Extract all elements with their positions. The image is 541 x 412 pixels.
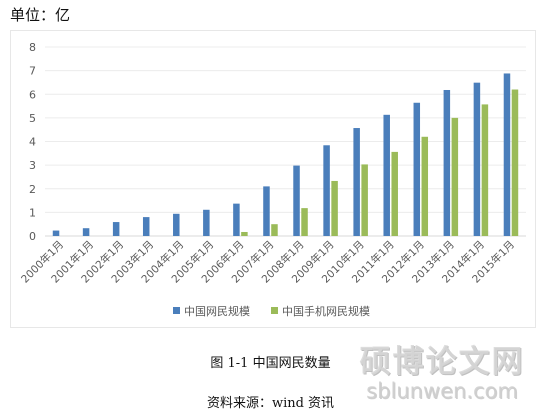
- bar-mobile-netizens-10: [361, 164, 368, 236]
- bars: [52, 73, 519, 237]
- bar-mobile-netizens-15: [511, 89, 519, 237]
- y-tick-label: 3: [29, 159, 36, 172]
- y-tick-label: 0: [29, 230, 36, 243]
- bar-netizens-8: [293, 165, 300, 236]
- bar-netizens-5: [203, 209, 210, 236]
- bar-mobile-netizens-13: [451, 117, 459, 236]
- y-tick-label: 8: [29, 41, 36, 54]
- legend-label: 中国手机网民规模: [282, 304, 370, 318]
- unit-label: 单位：亿: [10, 6, 71, 24]
- bar-netizens-10: [353, 128, 360, 236]
- y-tick-label: 2: [29, 183, 36, 196]
- bar-netizens-11: [383, 114, 390, 236]
- bar-netizens-14: [473, 82, 481, 236]
- bar-mobile-netizens-12: [421, 136, 429, 236]
- bar-netizens-7: [263, 186, 270, 236]
- bar-netizens-6: [233, 203, 240, 236]
- y-tick-label: 4: [29, 136, 36, 149]
- bar-netizens-12: [413, 102, 421, 236]
- y-axis-ticks: 0 1 2 3 4 5 6 7 8: [29, 41, 36, 243]
- legend: 中国网民规模 中国手机网民规模: [173, 304, 370, 318]
- bar-mobile-netizens-7: [271, 224, 278, 236]
- bar-mobile-netizens-6: [241, 231, 248, 236]
- y-tick-label: 7: [29, 65, 36, 78]
- figure-caption: 图 1-1 中国网民数量: [210, 356, 331, 371]
- bar-netizens-1: [82, 228, 90, 236]
- bar-netizens-4: [173, 213, 180, 236]
- legend-swatch: [173, 307, 180, 314]
- bar-mobile-netizens-11: [391, 151, 398, 236]
- y-tick-label: 5: [29, 112, 36, 125]
- bar-netizens-13: [443, 89, 451, 236]
- bar-netizens-9: [323, 145, 330, 236]
- figure-source: 资料来源：wind 资讯: [206, 396, 335, 411]
- y-tick-label: 6: [29, 88, 36, 101]
- legend-label: 中国网民规模: [184, 304, 250, 318]
- bar-netizens-15: [503, 73, 511, 237]
- legend-swatch: [271, 307, 278, 314]
- bar-netizens-3: [142, 217, 150, 236]
- bar-mobile-netizens-9: [331, 180, 338, 236]
- bar-netizens-0: [52, 230, 60, 236]
- bar-mobile-netizens-14: [481, 104, 489, 236]
- bar-mobile-netizens-8: [301, 208, 308, 236]
- bar-netizens-2: [112, 222, 120, 236]
- y-tick-label: 1: [29, 206, 36, 219]
- x-axis-ticks: 2000年1月2001年1月2002年1月2003年1月2004年1月2005年…: [18, 238, 517, 286]
